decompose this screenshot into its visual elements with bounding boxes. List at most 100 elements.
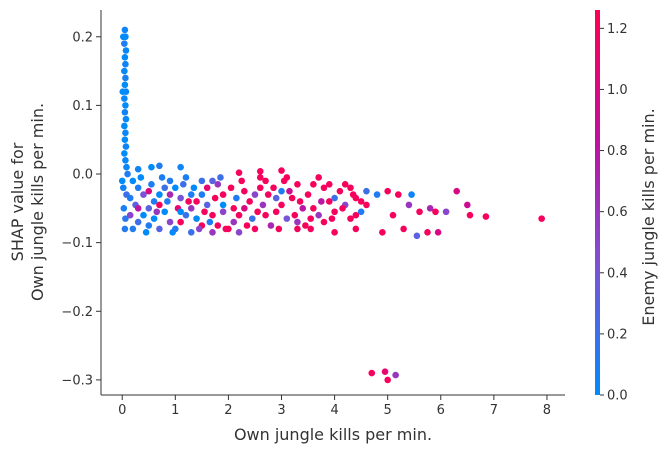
- data-point: [233, 194, 240, 202]
- data-point: [373, 191, 381, 198]
- data-point: [211, 194, 219, 202]
- data-point: [278, 187, 285, 195]
- data-point: [134, 165, 142, 173]
- data-point: [119, 33, 127, 41]
- data-point: [182, 211, 190, 219]
- data-point: [190, 184, 198, 192]
- data-point: [442, 208, 450, 216]
- data-point: [259, 201, 267, 209]
- data-point: [126, 194, 134, 202]
- data-point: [272, 194, 280, 202]
- data-point: [166, 177, 174, 185]
- data-point: [121, 67, 128, 75]
- data-point: [432, 208, 439, 216]
- data-point: [235, 169, 243, 176]
- data-point: [156, 201, 163, 209]
- data-point: [225, 225, 232, 233]
- data-point: [256, 167, 264, 175]
- data-point: [203, 201, 211, 209]
- data-point: [219, 208, 227, 216]
- data-point: [145, 205, 153, 212]
- data-point: [121, 136, 129, 144]
- colorbar-tick-label: 0.8: [607, 144, 628, 159]
- data-point: [122, 60, 129, 68]
- data-point: [122, 156, 129, 164]
- x-axis-label: Own jungle kills per min.: [234, 425, 432, 444]
- y-tick-label: 0.1: [72, 99, 93, 114]
- data-point: [172, 225, 179, 233]
- data-point: [230, 218, 238, 226]
- data-point: [145, 222, 153, 229]
- data-point: [315, 174, 322, 181]
- data-point: [198, 177, 206, 185]
- data-point: [363, 187, 370, 195]
- data-point: [120, 205, 128, 212]
- data-point: [294, 225, 301, 233]
- data-point: [201, 208, 208, 216]
- data-point: [122, 129, 129, 137]
- data-point: [434, 229, 442, 236]
- data-point: [270, 184, 277, 192]
- data-point: [118, 177, 126, 185]
- colorbar-label: Enemy jungle kills per min.: [639, 108, 658, 325]
- data-point: [310, 205, 317, 212]
- data-point: [148, 163, 155, 171]
- data-point: [302, 222, 309, 229]
- data-point: [161, 184, 169, 192]
- data-point: [347, 184, 354, 192]
- data-point: [262, 211, 269, 219]
- data-point: [381, 368, 389, 375]
- data-point: [291, 211, 299, 219]
- colorbar-tick-label: 0.6: [607, 205, 628, 220]
- data-point: [304, 191, 312, 198]
- colorbar-tick-label: 1.0: [607, 83, 628, 98]
- y-tick-label: 0.0: [72, 168, 93, 183]
- data-point: [331, 194, 338, 202]
- data-point: [166, 191, 174, 198]
- data-point: [384, 187, 391, 195]
- data-point: [129, 225, 137, 233]
- data-point: [177, 194, 184, 202]
- y-tick-label: 0.2: [72, 30, 93, 45]
- data-point: [217, 174, 224, 181]
- data-point: [142, 229, 150, 236]
- data-point: [331, 208, 338, 216]
- data-point: [124, 170, 131, 178]
- data-point: [123, 163, 130, 171]
- data-point: [177, 163, 184, 171]
- data-point: [209, 211, 216, 219]
- data-point: [121, 26, 129, 34]
- data-point: [307, 225, 315, 233]
- data-point: [294, 181, 301, 188]
- data-point: [264, 191, 272, 198]
- data-point: [219, 201, 227, 209]
- data-point: [405, 201, 413, 209]
- data-point: [379, 229, 386, 236]
- x-tick-label: 2: [224, 403, 232, 418]
- colorbar-tick-label: 0.2: [607, 327, 628, 342]
- data-point: [121, 225, 129, 233]
- data-point: [150, 198, 158, 205]
- data-point: [122, 102, 129, 109]
- data-point: [254, 208, 261, 216]
- data-point: [161, 208, 169, 216]
- data-point: [256, 184, 264, 192]
- data-point: [129, 177, 137, 185]
- data-point: [331, 229, 338, 236]
- data-point: [134, 218, 142, 226]
- data-point: [121, 108, 129, 116]
- data-point: [318, 198, 325, 205]
- data-point: [166, 218, 174, 226]
- data-point: [466, 211, 474, 219]
- data-point: [153, 208, 161, 216]
- data-point: [122, 115, 130, 123]
- data-point: [349, 191, 357, 198]
- data-point: [206, 218, 214, 226]
- data-point: [283, 215, 291, 222]
- x-tick-label: 0: [118, 403, 126, 418]
- data-point: [267, 222, 275, 229]
- data-point: [352, 211, 360, 219]
- scatter-points: [118, 26, 545, 384]
- data-point: [121, 81, 129, 89]
